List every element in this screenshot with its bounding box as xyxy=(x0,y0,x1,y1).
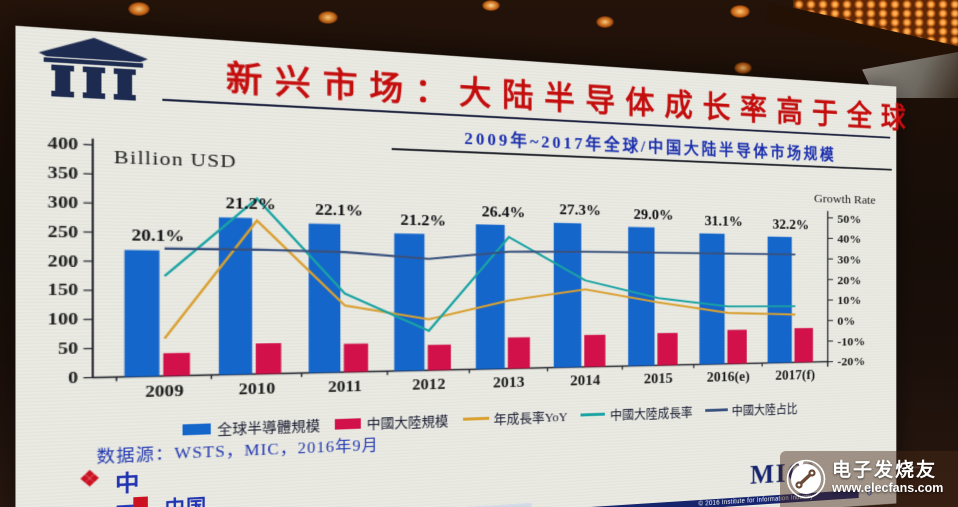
svg-text:50%: 50% xyxy=(837,213,861,226)
svg-text:-10%: -10% xyxy=(837,335,865,348)
svg-text:50: 50 xyxy=(58,341,78,358)
legend-label: 中國大陸占比 xyxy=(731,401,798,418)
ceiling-light xyxy=(128,2,150,16)
legend-label: 全球半導體規模 xyxy=(217,417,321,438)
watermark-url: www.elecfans.com xyxy=(832,481,944,495)
svg-text:20%: 20% xyxy=(837,274,861,287)
legend-item: 年成長率YoY xyxy=(462,406,568,429)
svg-text:2012: 2012 xyxy=(412,377,445,393)
svg-text:31.1%: 31.1% xyxy=(704,215,742,230)
ceiling-light xyxy=(734,62,752,74)
svg-text:2017(f): 2017(f) xyxy=(775,369,815,384)
legend-label: 中國大陸規模 xyxy=(366,413,449,432)
svg-text:-20%: -20% xyxy=(837,356,865,369)
svg-text:100: 100 xyxy=(48,312,78,329)
svg-text:Billion USD: Billion USD xyxy=(114,148,237,172)
svg-text:2010: 2010 xyxy=(239,382,276,399)
legend-swatch xyxy=(335,417,362,430)
svg-text:30%: 30% xyxy=(837,254,861,267)
legend-item: 中國大陸占比 xyxy=(704,399,798,420)
svg-text:21.2%: 21.2% xyxy=(226,196,276,213)
chart-svg: 0 50 100 150 200 250 300 350 400 Billion USD 2009 2… xyxy=(48,132,876,401)
svg-text:2015: 2015 xyxy=(644,372,673,387)
presentation-slide: 新兴市场：大陆半导体成长率高于全球 2009年~2017年全球/中国大陆半导体市… xyxy=(15,25,915,507)
square-bullet-icon xyxy=(133,496,148,507)
svg-text:10%: 10% xyxy=(837,295,861,308)
legend-swatch xyxy=(183,422,212,435)
svg-text:400: 400 xyxy=(48,136,78,154)
legend-line xyxy=(704,408,728,412)
watermark: 电子发烧友 www.elecfans.com xyxy=(780,451,958,507)
svg-text:Growth Rate: Growth Rate xyxy=(814,193,876,207)
svg-text:350: 350 xyxy=(48,165,78,183)
svg-text:27.3%: 27.3% xyxy=(559,203,601,219)
svg-text:0: 0 xyxy=(68,370,78,387)
svg-text:32.2%: 32.2% xyxy=(772,218,809,232)
legend-line xyxy=(580,412,606,417)
ceiling-light xyxy=(318,11,338,24)
svg-text:26.4%: 26.4% xyxy=(482,205,526,221)
ceiling-light xyxy=(482,0,500,11)
sub-bullet-text: 中国大陆半导体市场规模2009年起占全球20%以上 xyxy=(165,490,210,507)
legend-label: 中國大陸成長率 xyxy=(610,404,693,423)
svg-text:29.0%: 29.0% xyxy=(633,208,673,223)
legend-item: 中國大陸成長率 xyxy=(580,402,693,424)
svg-text:2014: 2014 xyxy=(570,374,600,389)
elecfans-pen-icon xyxy=(786,459,826,499)
institute-building-icon xyxy=(38,34,148,101)
svg-text:2016(e): 2016(e) xyxy=(707,370,750,385)
legend-item: 中國大陸規模 xyxy=(335,410,448,434)
svg-text:2011: 2011 xyxy=(328,379,362,395)
watermark-title: 电子发烧友 xyxy=(832,460,938,481)
svg-text:20.1%: 20.1% xyxy=(131,228,184,245)
legend-line xyxy=(462,416,489,421)
chart-area: 0 50 100 150 200 250 300 350 400 Billion USD 2009 2… xyxy=(36,132,882,419)
ceiling-light xyxy=(730,5,750,18)
svg-text:2013: 2013 xyxy=(493,376,525,392)
svg-text:0%: 0% xyxy=(837,315,855,328)
svg-text:200: 200 xyxy=(48,253,78,270)
bullet-point: ❖ 中国大陆半导体市场规模逐年增加 xyxy=(79,466,142,507)
svg-text:22.1%: 22.1% xyxy=(315,203,363,220)
svg-text:250: 250 xyxy=(48,224,78,241)
svg-text:150: 150 xyxy=(48,283,78,300)
svg-text:21.2%: 21.2% xyxy=(400,213,446,229)
slide-title: 新兴市场：大陆半导体成长率高于全球 xyxy=(225,58,915,135)
diamond-bullet-icon: ❖ xyxy=(79,467,103,493)
svg-text:300: 300 xyxy=(48,194,78,211)
ceiling-light xyxy=(596,16,614,28)
sub-bullet: 中国大陆半导体市场规模2009年起占全球20%以上 xyxy=(133,492,207,507)
legend-label: 年成長率YoY xyxy=(493,409,568,427)
svg-text:2009: 2009 xyxy=(145,384,183,401)
svg-text:40%: 40% xyxy=(837,233,861,246)
